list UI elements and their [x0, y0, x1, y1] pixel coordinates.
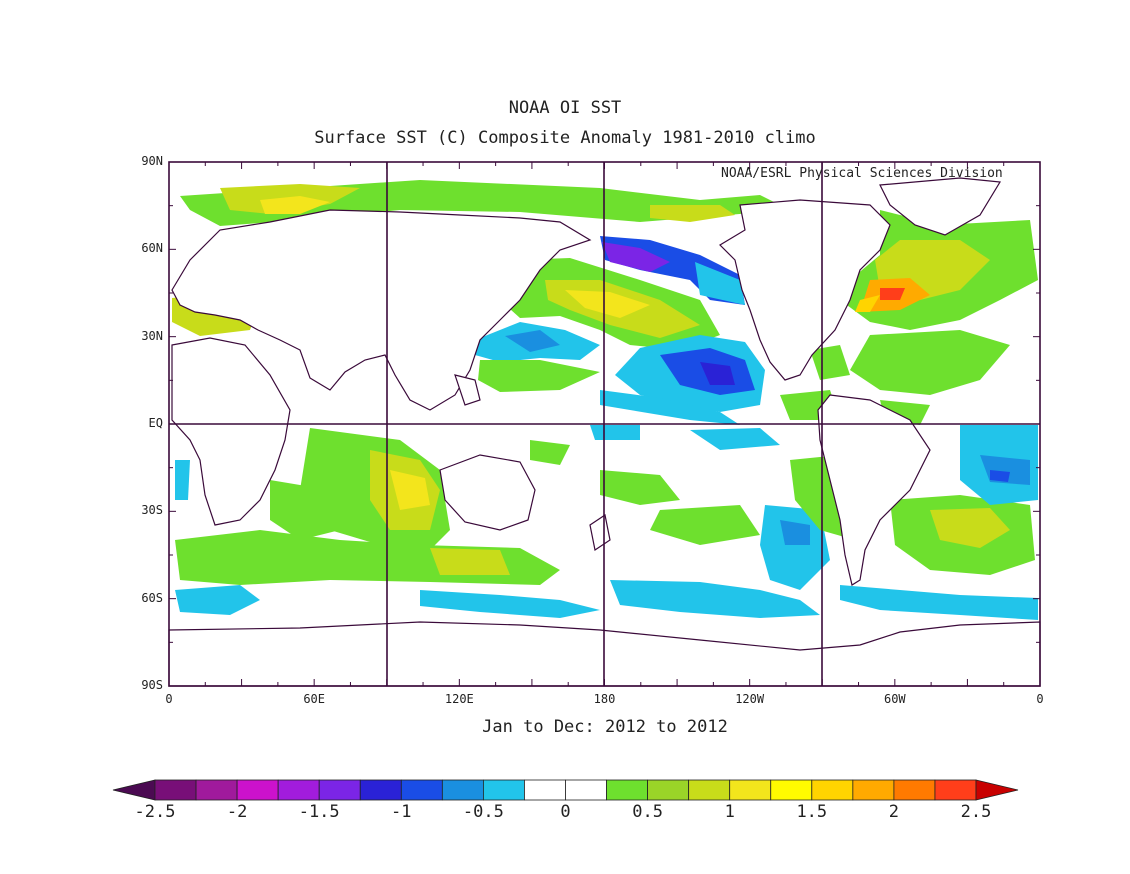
- colorbar-label: 1: [724, 802, 735, 822]
- colorbar-swatch: [606, 779, 648, 801]
- south-pacific-warm: [600, 470, 680, 505]
- colorbar-swatch: [688, 779, 731, 801]
- colorbar-arrow-high: [975, 779, 1019, 801]
- colorbar-swatch: [277, 779, 320, 801]
- colorbar-swatch: [770, 779, 813, 801]
- south-america: [817, 394, 931, 586]
- colorbar-swatch: [400, 779, 443, 801]
- south-pacific-cold: [760, 505, 830, 590]
- lon-label: 60E: [303, 692, 325, 706]
- greenland: [879, 177, 1002, 236]
- colorbar-swatch: [359, 779, 402, 801]
- eurasia: [171, 209, 592, 411]
- credit-label: NOAA/ESRL Physical Sciences Division: [721, 166, 1003, 181]
- lat-label: 90N: [141, 154, 163, 168]
- lon-label: 120W: [735, 692, 765, 706]
- colorbar-arrow-low: [112, 779, 156, 801]
- lat-label: 60N: [141, 241, 163, 256]
- lat-label: 90S: [141, 678, 163, 692]
- colorbar-swatch: [441, 779, 484, 801]
- colorbar-label: -1: [391, 802, 412, 822]
- map-title: NOAA OI SST: [508, 98, 622, 118]
- grid: [169, 162, 1040, 686]
- period-label: Jan to Dec: 2012 to 2012: [482, 717, 728, 737]
- colorbar-swatch: [195, 779, 238, 801]
- lon-label: 0: [165, 692, 173, 706]
- lat-label: 30S: [141, 503, 163, 518]
- colorbar-label: 2: [888, 802, 900, 822]
- lon-label: 0: [1036, 692, 1044, 706]
- colorbar-swatch: [565, 779, 607, 801]
- lon-label: 60W: [883, 692, 906, 706]
- colorbar-swatch: [729, 779, 772, 801]
- africa: [171, 337, 291, 526]
- colorbar: [112, 779, 1019, 801]
- colorbar-label: 0.5: [632, 802, 663, 822]
- lat-label: 30N: [141, 328, 163, 343]
- colorbar-label: 0: [560, 802, 571, 822]
- colorbar-swatch: [893, 779, 936, 801]
- colorbar-label: -2.5: [134, 802, 176, 822]
- colorbar-label: -1.5: [298, 802, 340, 822]
- colorbar-label: -2: [226, 802, 248, 822]
- antarctic-cold: [175, 585, 260, 615]
- colorbar-label: 1.5: [796, 802, 828, 822]
- colorbar-swatch: [482, 779, 525, 801]
- colorbar-swatch: [524, 779, 566, 801]
- barents-yellow: [260, 196, 330, 214]
- colorbar-label: -0.5: [462, 802, 504, 822]
- colorbar-swatch: [318, 779, 361, 801]
- axis-ticks: [168, 161, 1041, 687]
- bering-purple: [602, 242, 670, 272]
- australia: [439, 454, 536, 531]
- colorbar-swatch: [154, 779, 197, 801]
- colorbar-swatch: [852, 779, 895, 801]
- colorbar-swatch: [236, 779, 279, 801]
- colorbar-swatch: [811, 779, 854, 801]
- north-america: [719, 199, 891, 381]
- colorbar-swatch: [934, 779, 977, 801]
- colorbar-swatch: [647, 779, 690, 801]
- colorbar-label: 2.5: [960, 802, 992, 822]
- map-subtitle: Surface SST (C) Composite Anomaly 1981-2…: [314, 128, 816, 148]
- lat-label: EQ: [148, 416, 163, 430]
- lon-label: 180: [593, 692, 616, 706]
- lon-label: 120E: [444, 692, 474, 706]
- lat-label: 60S: [141, 590, 163, 605]
